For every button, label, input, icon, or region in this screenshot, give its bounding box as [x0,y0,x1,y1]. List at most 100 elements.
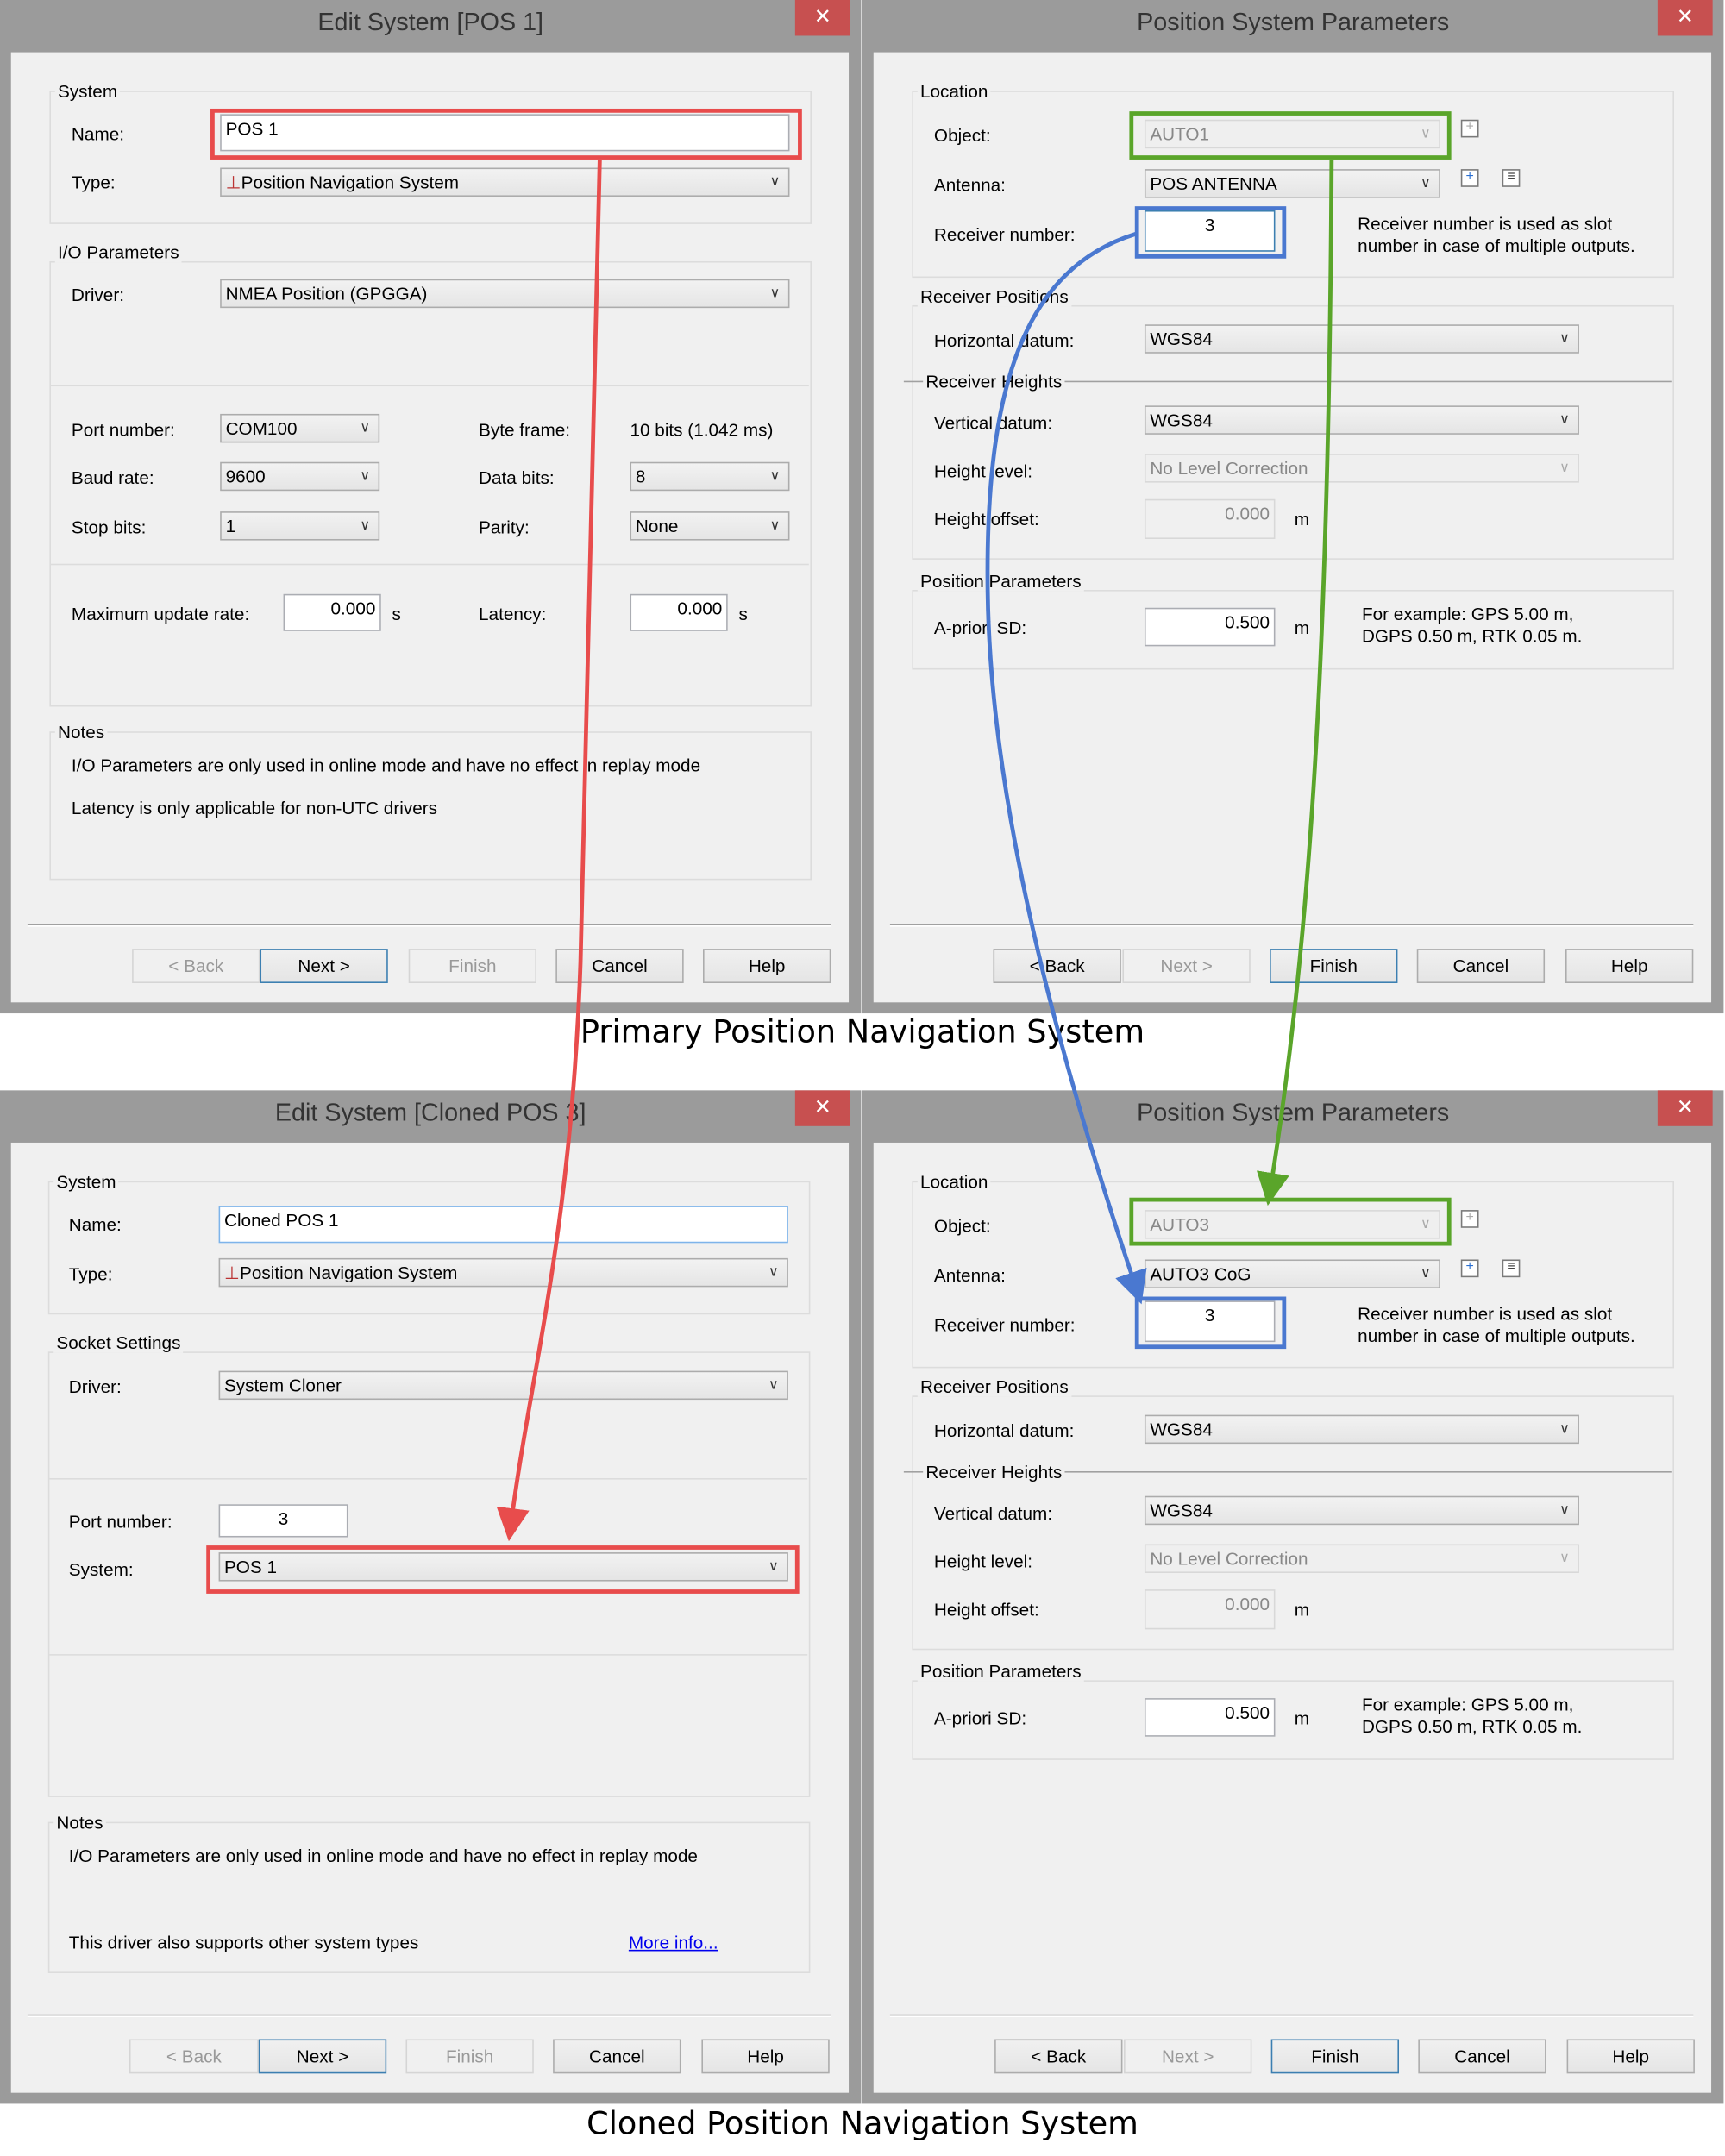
next-button[interactable]: Next > [1124,2039,1252,2074]
help-button[interactable]: Help [702,949,831,983]
back-button[interactable]: < Back [129,2039,259,2074]
height-offset-input[interactable]: 0.000 [1144,1589,1276,1630]
port-number-label: Port number: [71,419,175,441]
back-button[interactable]: < Back [994,2039,1123,2074]
name-input[interactable]: POS 1 [220,114,790,152]
apriori-sd-input[interactable]: 0.500 [1144,1698,1276,1737]
chevron-down-icon: ∨ [769,518,781,534]
type-select[interactable]: ⊥Position Navigation System ∨ [220,167,790,197]
next-button[interactable]: Next > [260,949,388,983]
add-antenna-icon[interactable]: + [1460,1259,1479,1278]
system-group [49,91,812,224]
max-update-rate-input[interactable]: 0.000 [283,593,381,631]
chevron-down-icon: ∨ [768,1264,779,1281]
edit-antenna-icon[interactable]: ≡ [1502,169,1521,187]
chevron-down-icon: ∨ [1559,412,1570,428]
caption-cloned: Cloned Position Navigation System [586,2106,1138,2143]
apriori-sd-label: A-priori SD: [933,1708,1027,1729]
close-button[interactable]: ✕ [794,0,850,36]
object-select[interactable]: AUTO3 ∨ [1144,1210,1440,1239]
system-select[interactable]: POS 1 ∨ [218,1552,788,1582]
height-level-select[interactable]: No Level Correction ∨ [1144,1544,1579,1573]
horizontal-datum-select[interactable]: WGS84 ∨ [1144,324,1579,354]
receiver-number-label: Receiver number: [933,223,1076,245]
sd-help-text: DGPS 0.50 m, RTK 0.05 m. [1361,625,1583,647]
latency-input[interactable]: 0.000 [630,593,728,631]
object-label: Object: [933,125,991,147]
receiver-help-text: number in case of multiple outputs. [1358,235,1635,256]
position-parameters-label: Position Parameters [917,1661,1084,1682]
hdatum-value: WGS84 [1150,329,1213,349]
divider [27,2014,831,2017]
chevron-down-icon: ∨ [769,468,781,485]
note-text: I/O Parameters are only used in online m… [68,1845,698,1866]
divider [903,380,1672,383]
add-object-icon[interactable]: + [1460,1210,1479,1228]
port-number-select[interactable]: COM100 ∨ [220,413,380,443]
apriori-sd-input[interactable]: 0.500 [1144,607,1276,647]
height-offset-input[interactable]: 0.000 [1144,498,1276,540]
add-antenna-icon[interactable]: + [1460,169,1479,187]
vertical-datum-select[interactable]: WGS84 ∨ [1144,405,1579,435]
caption-primary: Primary Position Navigation System [580,1014,1145,1051]
back-button[interactable]: < Back [132,949,260,983]
location-label: Location [917,81,991,102]
baud-rate-select[interactable]: 9600 ∨ [220,461,380,492]
antenna-select[interactable]: AUTO3 CoG ∨ [1144,1259,1440,1288]
edit-system-dialog-cloned: Edit System [Cloned POS 3] ✕ System Name… [0,1090,862,2104]
position-parameters-dialog-cloned: Position System Parameters ✕ Location Ob… [862,1090,1724,2104]
next-button[interactable]: Next > [258,2039,387,2074]
driver-select[interactable]: System Cloner ∨ [218,1370,788,1401]
close-button[interactable]: ✕ [1657,0,1713,36]
horizontal-datum-select[interactable]: WGS84 ∨ [1144,1414,1579,1445]
finish-button[interactable]: Finish [1270,2039,1400,2074]
finish-button[interactable]: Finish [1270,949,1398,983]
height-level-select[interactable]: No Level Correction ∨ [1144,454,1579,483]
next-button[interactable]: Next > [1122,949,1251,983]
close-icon: ✕ [1676,5,1694,29]
receiver-number-input[interactable]: 3 [1144,210,1276,252]
name-input[interactable]: Cloned POS 1 [218,1206,788,1244]
hlevel-value: No Level Correction [1150,1548,1308,1570]
baud-rate-label: Baud rate: [71,467,154,489]
object-value: AUTO1 [1150,123,1210,145]
cancel-button[interactable]: Cancel [553,2039,681,2074]
system-group-label: System [54,81,121,102]
location-group [912,91,1674,279]
add-object-icon[interactable]: + [1460,119,1479,138]
cancel-button[interactable]: Cancel [555,949,684,983]
notes-group [47,1821,811,1973]
finish-button[interactable]: Finish [405,2039,534,2074]
receiver-positions-label: Receiver Positions [917,285,1071,307]
vertical-datum-select[interactable]: WGS84 ∨ [1144,1495,1579,1526]
parity-select[interactable]: None ∨ [630,511,790,541]
port-number-input[interactable]: 3 [218,1504,348,1538]
help-button[interactable]: Help [1566,2039,1695,2074]
cancel-button[interactable]: Cancel [1418,2039,1546,2074]
close-icon: ✕ [1676,1095,1694,1119]
type-select[interactable]: ⊥Position Navigation System ∨ [218,1257,788,1288]
finish-button[interactable]: Finish [408,949,537,983]
antenna-value: AUTO3 CoG [1150,1263,1251,1285]
help-button[interactable]: Help [701,2039,830,2074]
receiver-number-input[interactable]: 3 [1144,1300,1276,1343]
cancel-button[interactable]: Cancel [1416,949,1546,983]
help-button[interactable]: Help [1565,949,1694,983]
antenna-select[interactable]: POS ANTENNA ∨ [1144,169,1440,198]
close-button[interactable]: ✕ [1657,1090,1713,1126]
vertical-datum-label: Vertical datum: [933,1502,1053,1524]
driver-select[interactable]: NMEA Position (GPGGA) ∨ [220,279,790,309]
close-button[interactable]: ✕ [794,1090,850,1126]
edit-antenna-icon[interactable]: ≡ [1502,1259,1521,1278]
data-bits-select[interactable]: 8 ∨ [630,461,790,492]
back-button[interactable]: < Back [993,949,1121,983]
stop-bits-select[interactable]: 1 ∨ [220,511,380,541]
stop-bits-value: 1 [225,515,236,536]
more-info-link[interactable]: More info... [628,1932,718,1953]
socket-settings-label: Socket Settings [53,1332,184,1353]
chevron-down-icon: ∨ [1421,1217,1431,1232]
object-select[interactable]: AUTO1 ∨ [1144,119,1440,149]
chevron-down-icon: ∨ [1421,176,1431,191]
position-system-icon: ⊥ [225,172,242,193]
